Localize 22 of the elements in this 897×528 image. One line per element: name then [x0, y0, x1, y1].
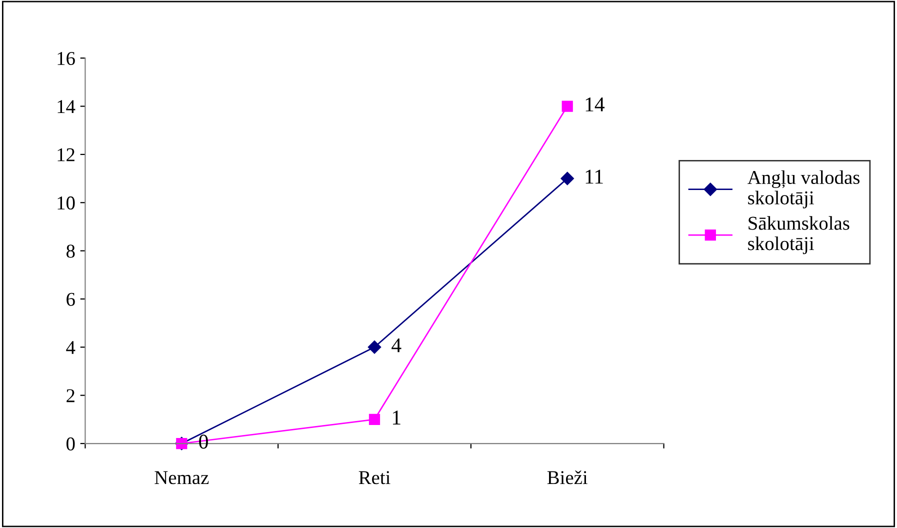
legend-label: Sākumskolas skolotāji	[748, 216, 850, 254]
point	[560, 172, 574, 186]
x-tick-label: Bieži	[547, 470, 588, 484]
data-label: 11	[586, 170, 603, 184]
point	[368, 340, 382, 354]
y-tick-label: 16	[58, 52, 75, 66]
y-tick-label: 4	[66, 341, 76, 354]
data-label: 1	[392, 410, 400, 424]
y-tick-label: 12	[58, 148, 74, 162]
y-tick-label: 0	[66, 437, 75, 450]
data-label: 4	[392, 338, 402, 352]
y-tick-label: 14	[58, 100, 76, 114]
x-tick-label: Nemaz	[154, 471, 209, 484]
point	[562, 100, 573, 112]
x-tick-label: Reti	[358, 471, 390, 484]
y-tick-label: 6	[66, 292, 75, 306]
y-tick-label: 2	[66, 389, 74, 402]
point	[368, 414, 380, 425]
legend-label: Angļu valodas skolotāji	[748, 170, 860, 208]
y-tick-label: 10	[58, 196, 75, 210]
data-label: 14	[586, 98, 605, 112]
y-tick-label: 8	[66, 244, 75, 258]
